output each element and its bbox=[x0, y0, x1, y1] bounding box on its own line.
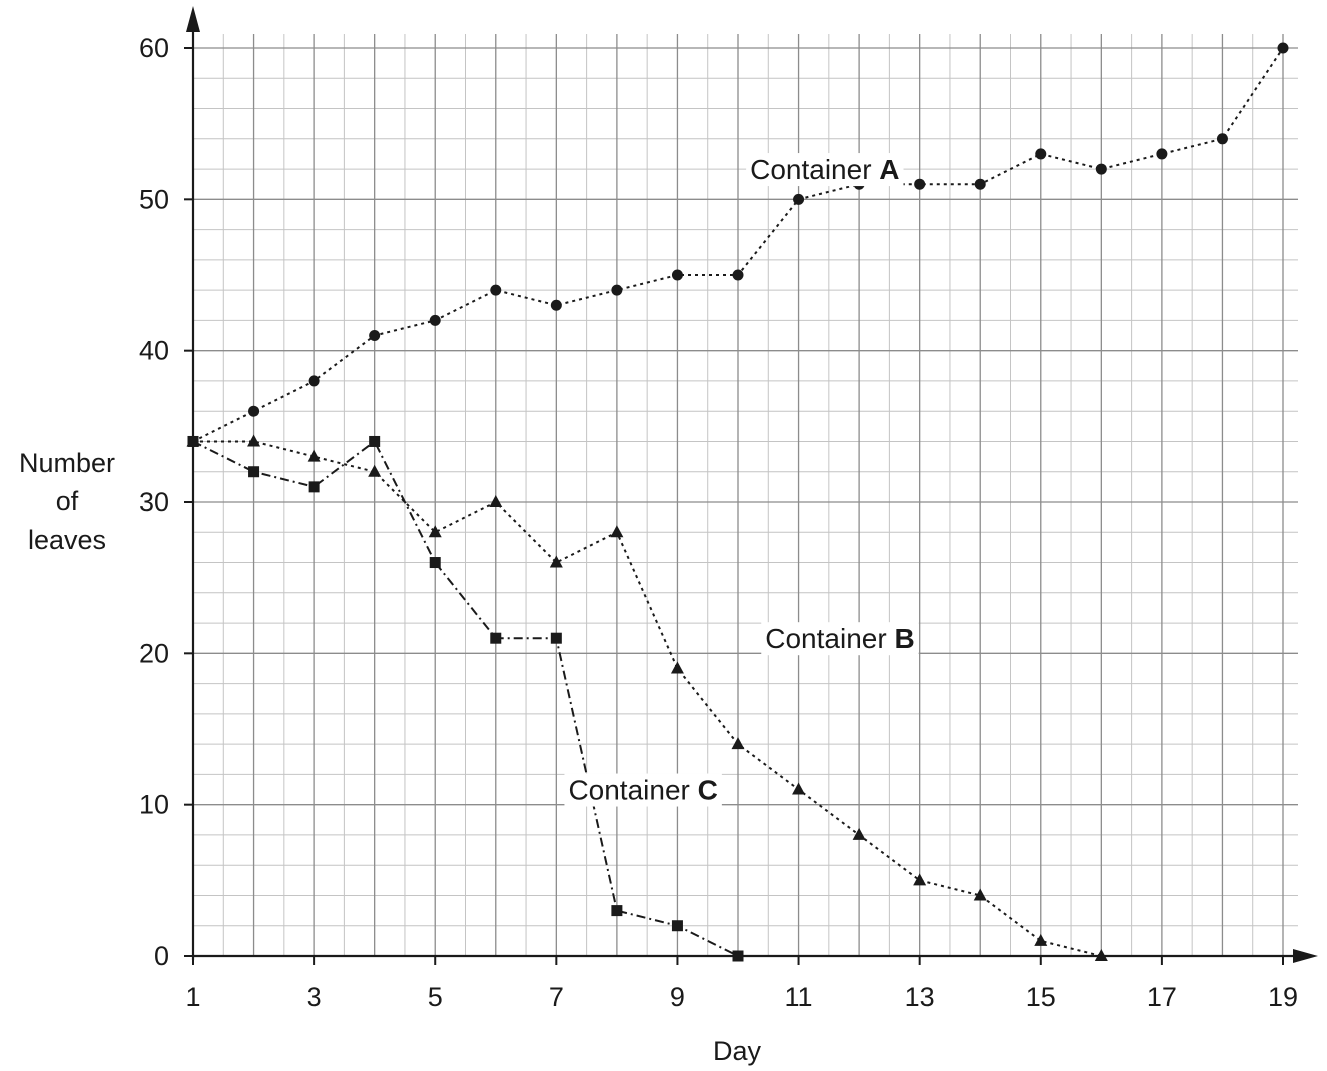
x-tick-label: 5 bbox=[428, 982, 443, 1012]
series-label-container-b: Container B bbox=[765, 623, 914, 654]
data-point-square bbox=[611, 905, 623, 917]
data-point-square bbox=[490, 632, 502, 644]
y-tick-label: 30 bbox=[139, 487, 169, 517]
series-label-container-a: Container A bbox=[750, 154, 899, 185]
x-tick-label: 19 bbox=[1268, 982, 1298, 1012]
y-tick-label: 0 bbox=[154, 941, 169, 971]
major-gridlines bbox=[192, 34, 1298, 957]
series-label-background bbox=[761, 622, 919, 656]
series-label-prefix: Container bbox=[765, 623, 894, 654]
data-point-square bbox=[429, 557, 441, 569]
series-line-container-c bbox=[192, 440, 739, 957]
data-point-triangle bbox=[913, 873, 927, 886]
series-label-background bbox=[746, 153, 904, 187]
axes bbox=[184, 6, 1318, 965]
data-point-circle bbox=[1095, 163, 1107, 175]
y-axis-arrowhead bbox=[186, 6, 200, 32]
series-container-c bbox=[187, 435, 744, 962]
series-container-b bbox=[186, 434, 1108, 961]
y-axis-label-line-2: of bbox=[56, 486, 79, 516]
x-tick-label: 3 bbox=[307, 982, 322, 1012]
series-line-container-b bbox=[193, 440, 1102, 957]
data-point-triangle bbox=[670, 661, 684, 674]
data-point-triangle bbox=[792, 782, 806, 795]
series-label-container-c: Container C bbox=[568, 775, 717, 806]
data-point-circle bbox=[248, 405, 260, 417]
y-axis-label-line-3: leaves bbox=[28, 525, 106, 555]
data-point-circle bbox=[1156, 148, 1168, 160]
x-tick-label: 9 bbox=[670, 982, 685, 1012]
y-tick-label: 60 bbox=[139, 33, 169, 63]
data-point-circle bbox=[550, 299, 562, 311]
data-point-triangle bbox=[1034, 933, 1048, 946]
x-axis-label: Day bbox=[713, 1036, 762, 1066]
series-label-letter: A bbox=[879, 154, 899, 185]
data-point-circle bbox=[1216, 133, 1228, 145]
data-point-square bbox=[671, 920, 683, 932]
data-point-triangle bbox=[428, 525, 442, 538]
data-point-triangle bbox=[489, 495, 503, 507]
data-point-circle bbox=[611, 284, 623, 296]
data-point-circle bbox=[732, 269, 744, 281]
series-label-background bbox=[564, 773, 722, 807]
y-tick-label: 10 bbox=[139, 790, 169, 820]
x-axis-arrowhead bbox=[1293, 949, 1318, 963]
data-point-triangle bbox=[1094, 949, 1108, 961]
minor-gridlines bbox=[193, 34, 1298, 956]
data-point-circle bbox=[671, 269, 683, 281]
y-tick-label: 50 bbox=[139, 184, 169, 214]
data-point-triangle bbox=[610, 525, 624, 538]
x-tick-label: 7 bbox=[549, 982, 564, 1012]
data-point-square bbox=[732, 950, 744, 962]
x-tick-label: 13 bbox=[905, 982, 935, 1012]
data-point-circle bbox=[974, 178, 986, 190]
series-layer bbox=[186, 42, 1289, 962]
data-point-circle bbox=[914, 178, 926, 190]
y-axis-label-line-1: Number bbox=[19, 448, 115, 478]
data-point-triangle bbox=[731, 737, 745, 750]
data-point-square bbox=[369, 435, 381, 447]
data-point-circle bbox=[429, 314, 441, 326]
data-point-triangle bbox=[307, 449, 321, 462]
x-tick-label: 17 bbox=[1147, 982, 1177, 1012]
data-point-square bbox=[550, 632, 562, 644]
data-point-triangle bbox=[973, 888, 987, 901]
x-tick-label: 11 bbox=[785, 982, 813, 1012]
series-label-letter: B bbox=[894, 623, 914, 654]
data-point-circle bbox=[369, 330, 381, 342]
data-point-square bbox=[248, 466, 260, 478]
data-point-square bbox=[187, 435, 199, 447]
series-label-prefix: Container bbox=[750, 154, 879, 185]
data-point-triangle bbox=[247, 434, 261, 447]
data-point-triangle bbox=[549, 555, 563, 568]
data-point-square bbox=[308, 481, 320, 493]
y-tick-label: 40 bbox=[139, 336, 169, 366]
x-tick-label: 1 bbox=[185, 982, 200, 1012]
data-point-circle bbox=[793, 193, 805, 205]
data-point-circle bbox=[1035, 148, 1047, 160]
series-container-a bbox=[187, 42, 1289, 447]
series-label-prefix: Container bbox=[568, 775, 697, 806]
data-point-triangle bbox=[368, 464, 382, 477]
data-point-circle bbox=[490, 284, 502, 296]
x-tick-label: 15 bbox=[1026, 982, 1056, 1012]
data-point-circle bbox=[1277, 42, 1289, 54]
data-point-circle bbox=[308, 375, 320, 387]
data-point-triangle bbox=[852, 827, 866, 840]
y-tick-label: 20 bbox=[139, 638, 169, 668]
series-label-letter: C bbox=[698, 775, 718, 806]
